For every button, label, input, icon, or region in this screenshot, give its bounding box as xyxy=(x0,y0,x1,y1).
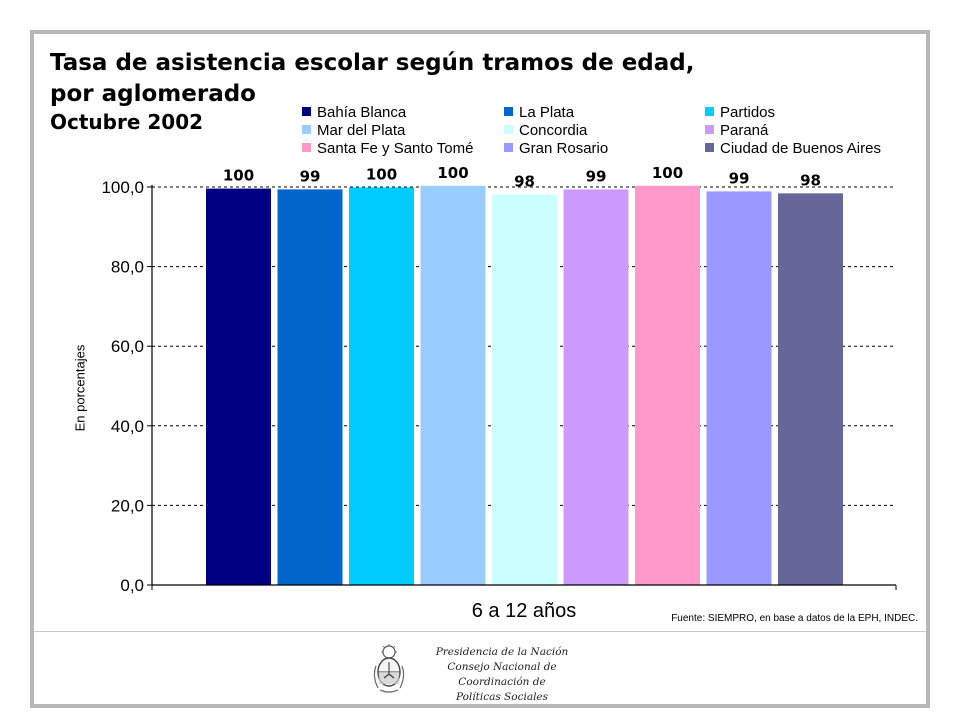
bar-la-plata xyxy=(277,189,343,585)
data-label: 99 xyxy=(729,169,750,187)
legend-item: Gran Rosario xyxy=(504,140,608,157)
bar-partidos xyxy=(349,187,414,585)
y-axis-label: En porcentajes xyxy=(72,344,88,432)
legend-label: Santa Fe y Santo Tomé xyxy=(317,140,474,157)
data-label: 99 xyxy=(300,167,321,185)
x-axis-category-label: 6 a 12 años xyxy=(471,600,577,622)
legend-swatch xyxy=(504,125,513,134)
data-label: 100 xyxy=(437,164,468,182)
data-label: 100 xyxy=(223,167,254,185)
footer-divider xyxy=(34,631,926,632)
y-tick-label: 20,0 xyxy=(111,496,144,515)
organization-signature: Presidencia de la Nación Consejo Naciona… xyxy=(412,645,592,705)
bar-mar-del-plata xyxy=(420,185,486,585)
legend-item: Paraná xyxy=(705,122,768,139)
organization-line2: Consejo Nacional de Coordinación de xyxy=(447,661,557,688)
bar-ciudad-de-buenos-aires xyxy=(778,193,843,586)
chart-title-line2: por aglomerado xyxy=(50,81,256,107)
chart-title-line1: Tasa de asistencia escolar según tramos … xyxy=(50,50,695,76)
legend-label: Gran Rosario xyxy=(519,140,609,157)
legend-swatch xyxy=(705,143,714,152)
bar-gran-rosario xyxy=(706,191,772,586)
chart-subtitle: Octubre 2002 xyxy=(50,110,204,134)
bar-concordia xyxy=(492,194,557,585)
legend-swatch xyxy=(705,107,714,116)
legend-label: Ciudad de Buenos Aires xyxy=(720,140,881,157)
y-tick-label: 40,0 xyxy=(111,417,144,436)
legend-swatch xyxy=(302,107,311,116)
legend-item: Concordia xyxy=(504,122,587,139)
legend-swatch xyxy=(302,125,311,134)
bar-santa-fe-y-santo-tom- xyxy=(635,185,700,585)
chart-title: Tasa de asistencia escolar según tramos … xyxy=(50,48,695,110)
data-label: 98 xyxy=(514,173,535,191)
data-label: 100 xyxy=(366,165,397,183)
legend-item: Bahía Blanca xyxy=(302,104,406,121)
legend-swatch xyxy=(705,125,714,134)
data-label: 99 xyxy=(586,167,607,185)
legend-label: Mar del Plata xyxy=(317,122,406,139)
legend-label: La Plata xyxy=(519,104,575,121)
y-tick-label: 0,0 xyxy=(120,576,144,595)
y-tick-label: 80,0 xyxy=(111,258,144,277)
legend-label: Paraná xyxy=(720,122,769,139)
bar-paran- xyxy=(563,189,629,585)
organization-line3: Políticas Sociales xyxy=(455,691,549,703)
legend-label: Bahía Blanca xyxy=(317,104,407,121)
legend-label: Concordia xyxy=(519,122,588,139)
source-note: Fuente: SIEMPRO, en base a datos de la E… xyxy=(671,613,918,624)
organization-line1: Presidencia de la Nación xyxy=(435,646,569,658)
bar-bah-a-blanca xyxy=(206,188,271,586)
legend-item: Ciudad de Buenos Aires xyxy=(705,140,881,157)
legend-item: Mar del Plata xyxy=(302,122,405,139)
y-tick-label: 60,0 xyxy=(111,337,144,356)
y-tick-label: 100,0 xyxy=(101,178,144,197)
legend-item: La Plata xyxy=(504,104,574,121)
legend-item: Santa Fe y Santo Tomé xyxy=(302,140,473,157)
legend-label: Partidos xyxy=(720,104,776,121)
legend-swatch xyxy=(302,143,311,152)
legend-swatch xyxy=(504,107,513,116)
data-label: 98 xyxy=(800,171,821,189)
legend-item: Partidos xyxy=(705,104,775,121)
data-label: 100 xyxy=(652,164,683,182)
coat-of-arms-icon xyxy=(373,644,405,693)
legend-swatch xyxy=(504,143,513,152)
